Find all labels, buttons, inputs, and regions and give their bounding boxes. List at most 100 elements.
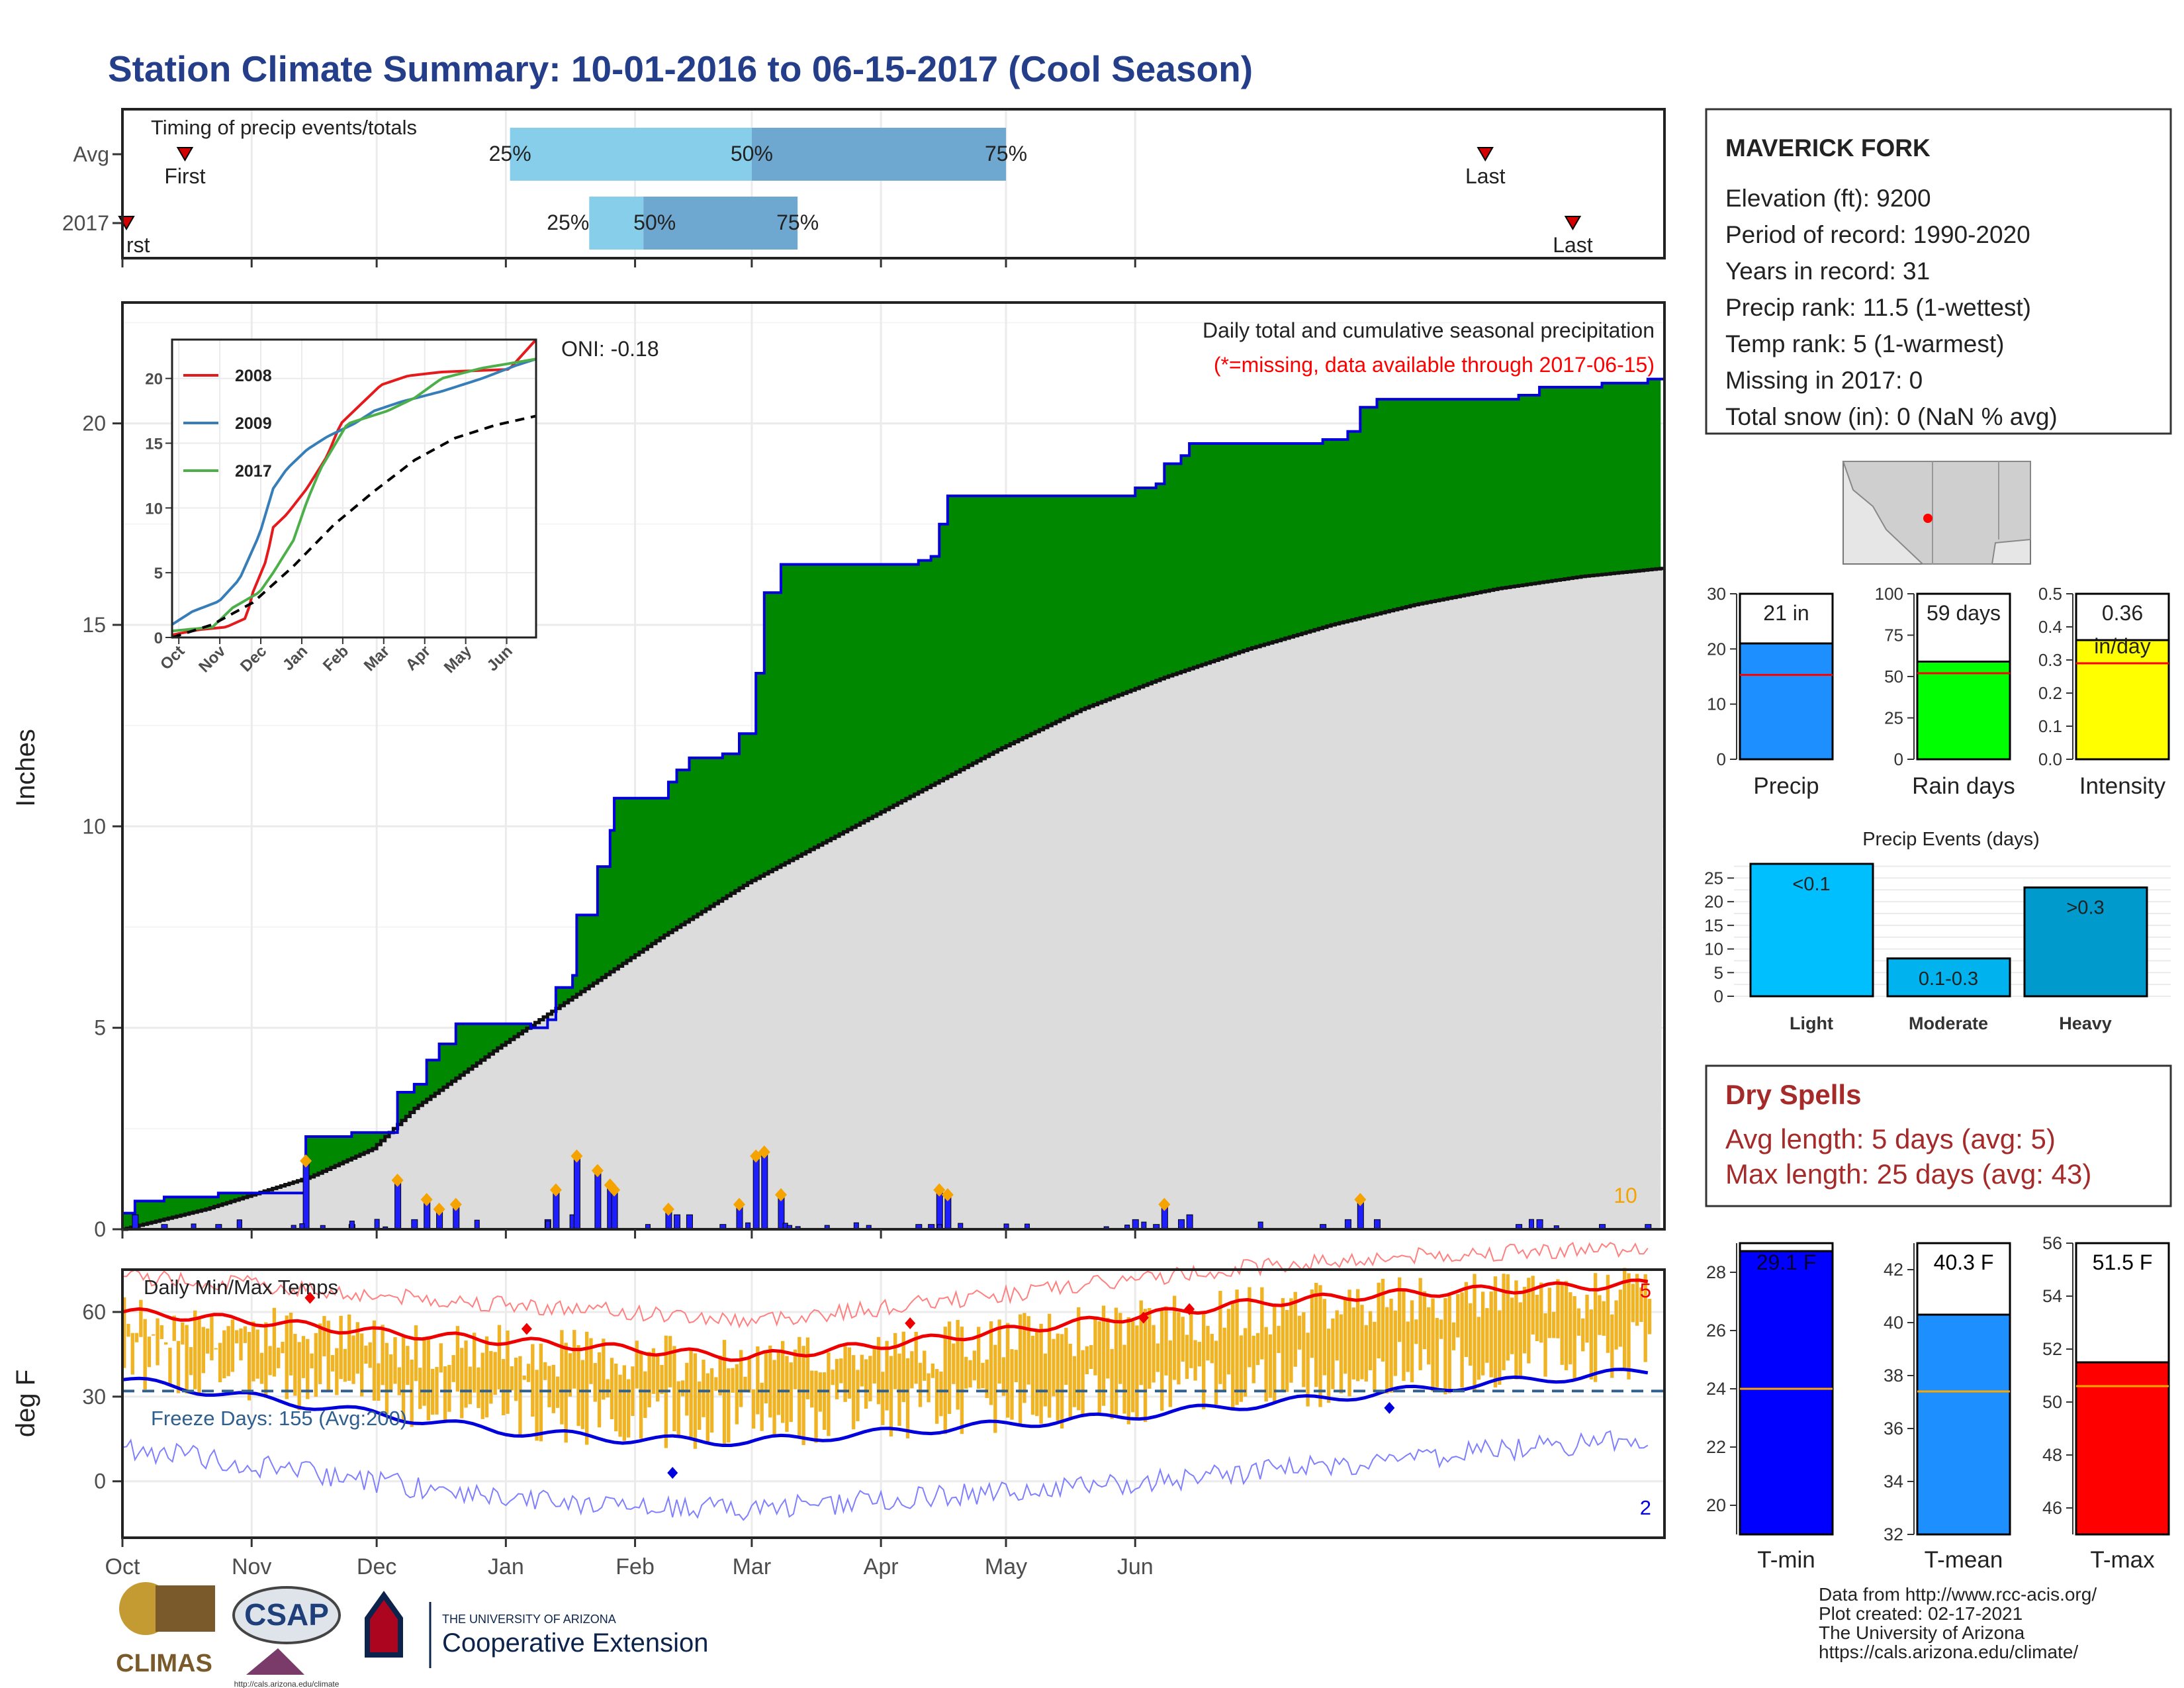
above-average-area [1506, 399, 1511, 588]
above-average-area [347, 1137, 352, 1160]
daily-temp-bar [1152, 1325, 1156, 1383]
summary-bar [2075, 639, 2170, 761]
above-average-area [689, 757, 694, 919]
daily-precip-bar [936, 1190, 943, 1230]
daily-temp-bar [1343, 1297, 1347, 1374]
daily-temp-bar [143, 1319, 147, 1390]
daily-temp-bar [751, 1389, 756, 1429]
above-average-area [172, 1197, 177, 1217]
daily-temp-bar [543, 1362, 547, 1380]
temp-summary-bar [2075, 1361, 2170, 1536]
events-title: Precip Events (days) [1862, 829, 2040, 850]
daily-temp-bar [572, 1330, 576, 1389]
summary-tick-label: 25 [1884, 708, 1903, 728]
daily-temp-bar [1510, 1297, 1514, 1354]
daily-precip-bar [674, 1214, 681, 1230]
record-low-line [122, 1430, 1649, 1521]
daily-temp-bar [1268, 1334, 1273, 1398]
summary-bar-box [1739, 592, 1834, 645]
last-event-label: Last [1465, 164, 1506, 188]
inset-average-line [171, 414, 537, 639]
daily-temp-bar [1093, 1319, 1097, 1376]
inset-series-line [171, 357, 537, 626]
daily-temp-bar [1018, 1314, 1023, 1426]
above-average-area [222, 1193, 228, 1204]
daily-temp-bar [547, 1366, 551, 1407]
above-average-area [1343, 439, 1349, 622]
daily-temp-bar [1397, 1277, 1402, 1342]
temp-bar-tick-label: 50 [2042, 1392, 2062, 1412]
above-average-area [814, 564, 819, 847]
above-average-area [1593, 387, 1598, 575]
above-average-area [1618, 383, 1623, 573]
daily-temp-bar [1218, 1291, 1222, 1384]
above-average-area [1385, 399, 1390, 612]
above-average-area [914, 564, 919, 794]
daily-temp-bar [964, 1356, 968, 1389]
daily-temp-bar [518, 1356, 522, 1435]
precip-panel-frame [121, 301, 1666, 1231]
summary-tick-label: 50 [1884, 667, 1903, 686]
above-average-area [1522, 395, 1527, 585]
record-high-count: 5 [1640, 1279, 1651, 1302]
above-average-area [447, 1044, 453, 1084]
above-average-area [1439, 399, 1444, 600]
daily-temp-bar [1010, 1349, 1014, 1420]
inset-y-tick-label: 5 [154, 565, 163, 583]
daily-temp-bar [493, 1352, 497, 1395]
daily-temp-bar [1035, 1329, 1039, 1417]
above-average-area [243, 1193, 248, 1198]
above-average-area [1160, 483, 1165, 679]
daily-temp-bar [635, 1340, 639, 1389]
daily-temp-bar [235, 1330, 239, 1344]
daily-temp-bar [185, 1325, 189, 1393]
daily-temp-bar [1627, 1273, 1631, 1380]
above-average-area [414, 1084, 419, 1109]
above-average-area [185, 1197, 190, 1215]
station-name: MAVERICK FORK [1725, 134, 1931, 162]
daily-temp-bar [776, 1352, 781, 1415]
event-category-label: Heavy [2059, 1013, 2112, 1033]
daily-temp-bar [814, 1370, 818, 1443]
above-average-area [610, 830, 615, 972]
above-average-area [1010, 496, 1015, 744]
summary-bar-label: Intensity [2079, 773, 2166, 799]
daily-temp-bar [1326, 1329, 1331, 1403]
y-tick-label: 10 [82, 814, 106, 838]
daily-temp-bar [455, 1326, 460, 1392]
above-average-area [1048, 496, 1052, 726]
daily-temp-bar [626, 1379, 631, 1438]
summary-tick-label: 100 [1875, 584, 1903, 604]
above-average-area [835, 564, 840, 837]
daily-temp-bar [1260, 1287, 1264, 1360]
above-average-area [1226, 444, 1232, 657]
above-average-area [377, 1132, 382, 1145]
above-average-area [1277, 444, 1282, 641]
above-average-area [468, 1023, 473, 1070]
daily-temp-bar [1177, 1312, 1181, 1385]
above-average-area [330, 1137, 336, 1168]
daily-temp-bar [247, 1332, 251, 1401]
daily-temp-bar [1422, 1291, 1427, 1350]
daily-temp-bar [1393, 1310, 1398, 1376]
above-average-area [1164, 463, 1169, 678]
daily-temp-bar [230, 1319, 235, 1372]
freeze-days-label: Freeze Days: 155 (Avg:200) [151, 1407, 407, 1430]
y-tick-label: 5 [94, 1016, 106, 1040]
above-average-area [1373, 407, 1378, 615]
daily-temp-bar [1235, 1289, 1239, 1405]
daily-temp-bar [1135, 1325, 1139, 1418]
daily-temp-bar [1431, 1298, 1435, 1392]
above-average-area [660, 798, 665, 938]
above-average-area [1531, 395, 1536, 584]
daily-temp-bar [502, 1359, 506, 1415]
summary-box-label: in/day [2094, 634, 2150, 658]
daily-temp-bar [1456, 1293, 1460, 1338]
temp-summary-box [1916, 1242, 2011, 1316]
daily-temp-bar [943, 1327, 947, 1434]
daily-temp-bar [1210, 1333, 1214, 1364]
temp-bar-tick-label: 26 [1706, 1321, 1726, 1340]
above-average-area [339, 1137, 344, 1164]
above-average-area [1627, 383, 1632, 572]
above-average-area [1347, 431, 1353, 621]
